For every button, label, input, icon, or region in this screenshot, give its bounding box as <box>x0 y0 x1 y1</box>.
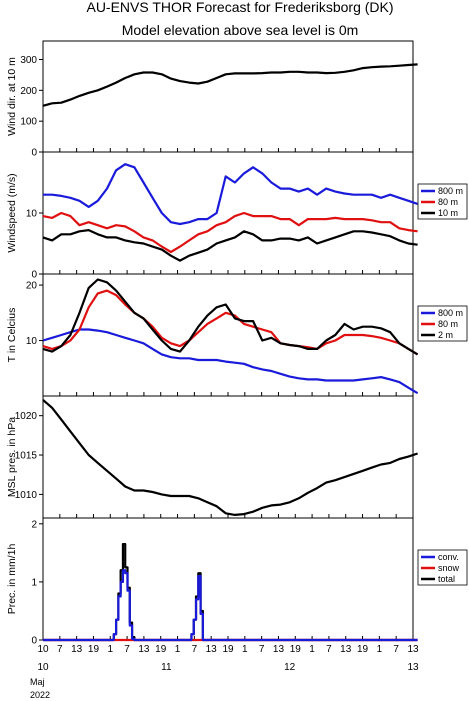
y-tick-label: 200 <box>20 86 37 97</box>
x-tick-label: 7 <box>326 644 332 655</box>
x-tick-label: 13 <box>138 644 150 655</box>
day-label: 10 <box>37 662 49 673</box>
legend-entry: 10 m <box>438 208 458 218</box>
x-tick-label: 13 <box>71 644 83 655</box>
y-tick-label: 100 <box>20 117 37 128</box>
y-axis-label: MSL pres. in hPa <box>6 417 18 497</box>
y-tick-label: 0 <box>31 148 37 159</box>
series-line-800-m <box>42 328 419 395</box>
x-tick-label: 7 <box>124 644 130 655</box>
x-tick-label: 1 <box>377 644 383 655</box>
x-tick-label: 1 <box>175 644 181 655</box>
y-tick-label: 1015 <box>15 451 38 462</box>
year-label: 2022 <box>30 690 50 700</box>
y-tick-label: 10 <box>26 209 38 220</box>
series-line-80-m <box>42 289 419 356</box>
x-tick-label: 7 <box>57 644 63 655</box>
chart-title: AU-ENVS THOR Forecast for Frederiksborg … <box>86 0 393 15</box>
x-tick-label: 13 <box>407 644 419 655</box>
x-tick-label: 1 <box>309 644 315 655</box>
y-tick-label: 0 <box>31 636 37 647</box>
legend-entry: conv. <box>438 552 459 562</box>
y-tick-label: 0 <box>31 270 37 281</box>
y-tick-label: 300 <box>20 55 37 66</box>
series-line-total <box>43 543 418 642</box>
y-axis-label: Wind dir. at 10 m <box>6 57 18 136</box>
panel-2: 10 20 T in Celcius 800 m80 m2 m <box>6 273 468 397</box>
panel-1: 0 10 Windspeed (m/s) 800 m80 m10 m <box>6 151 468 281</box>
series-line-conv. <box>43 569 418 642</box>
y-axis-label: T in Celcius <box>6 308 18 363</box>
x-tick-label: 19 <box>155 644 167 655</box>
y-axis-label: Windspeed (m/s) <box>6 173 18 252</box>
legend-entry: 2 m <box>438 330 453 340</box>
series-line-10-m <box>42 229 418 262</box>
day-label: 12 <box>284 662 296 673</box>
y-axis-label: Prec. in mm/1h <box>6 544 18 615</box>
x-tick-label: 7 <box>393 644 399 655</box>
x-tick-label: 7 <box>259 644 265 655</box>
legend-entry: 800 m <box>438 308 463 318</box>
day-label: 13 <box>407 662 419 673</box>
chart-subtitle: Model elevation above sea level is 0m <box>122 22 359 38</box>
panel-frame <box>42 151 414 275</box>
day-label: 11 <box>161 662 172 673</box>
panel-frame <box>42 395 414 519</box>
x-tick-label: 7 <box>192 644 198 655</box>
legend-entry: total <box>438 574 455 584</box>
legend-entry: snow <box>438 563 460 573</box>
x-tick-label: 10 <box>37 644 49 655</box>
y-tick-label: 1010 <box>15 490 38 501</box>
legend-entry: 80 m <box>438 197 458 207</box>
x-tick-label: 13 <box>340 644 352 655</box>
x-tick-label: 13 <box>273 644 285 655</box>
legend-entry: 80 m <box>438 319 458 329</box>
series-line-80-m <box>42 211 418 254</box>
y-tick-label: 20 <box>26 281 38 292</box>
series-line-main <box>42 399 418 516</box>
y-tick-label: 1 <box>31 577 37 588</box>
y-tick-label: 1020 <box>15 411 38 422</box>
x-tick-label: 19 <box>290 644 302 655</box>
x-tick-label: 1 <box>242 644 248 655</box>
series-line-2-m <box>42 278 419 356</box>
panel-frame <box>42 517 414 641</box>
series-line-main <box>42 63 418 107</box>
x-tick-label: 19 <box>222 644 234 655</box>
x-tick-label: 19 <box>88 644 100 655</box>
y-tick-label: 2 <box>31 519 37 530</box>
series-line-800-m <box>43 163 418 226</box>
x-tick-label: 13 <box>206 644 218 655</box>
x-tick-label: 1 <box>107 644 113 655</box>
legend-entry: 800 m <box>438 186 463 196</box>
y-tick-label: 10 <box>26 336 38 347</box>
x-tick-label: 19 <box>357 644 369 655</box>
panel-frame <box>42 40 414 153</box>
month-label: Maj <box>30 677 45 687</box>
